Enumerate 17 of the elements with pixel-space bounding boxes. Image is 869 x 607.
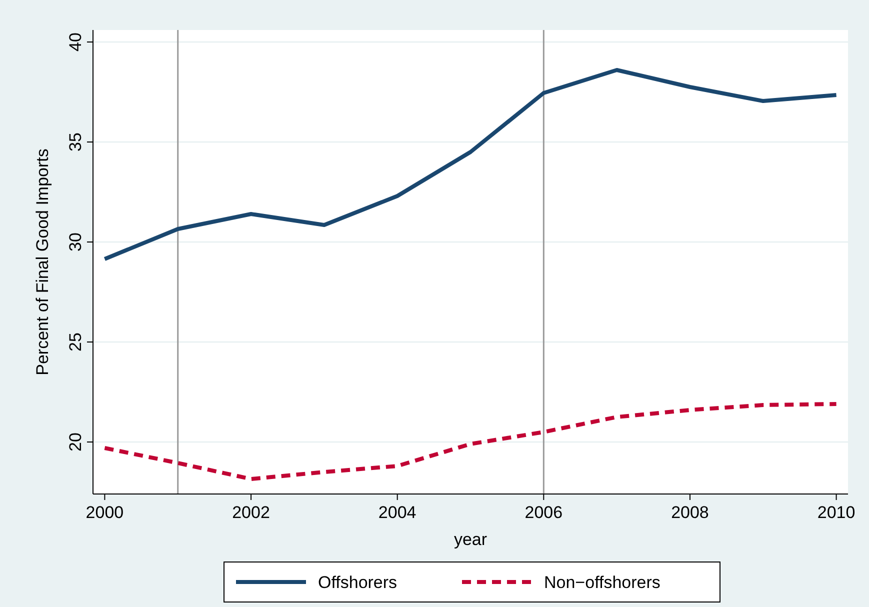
x-axis-title: year	[454, 530, 488, 549]
y-tick-label: 30	[66, 232, 85, 252]
x-tick-label: 2000	[86, 503, 124, 522]
line-series	[102, 402, 838, 481]
y-tick-label: 20	[66, 432, 85, 452]
y-tick-label: 25	[66, 332, 85, 352]
y-tick-label: 35	[66, 132, 85, 152]
legend-label: Offshorers	[318, 573, 398, 592]
x-tick-label: 2004	[378, 503, 416, 522]
line-series	[102, 68, 838, 261]
x-tick-label: 2002	[232, 503, 270, 522]
y-tick-label: 40	[66, 32, 85, 52]
y-axis-title: Percent of Final Good Imports	[33, 148, 52, 376]
legend-label: Non−offshorers	[544, 573, 660, 592]
x-tick-label: 2008	[671, 503, 709, 522]
x-tick-label: 2006	[524, 503, 563, 522]
x-tick-label: 2010	[817, 503, 856, 522]
